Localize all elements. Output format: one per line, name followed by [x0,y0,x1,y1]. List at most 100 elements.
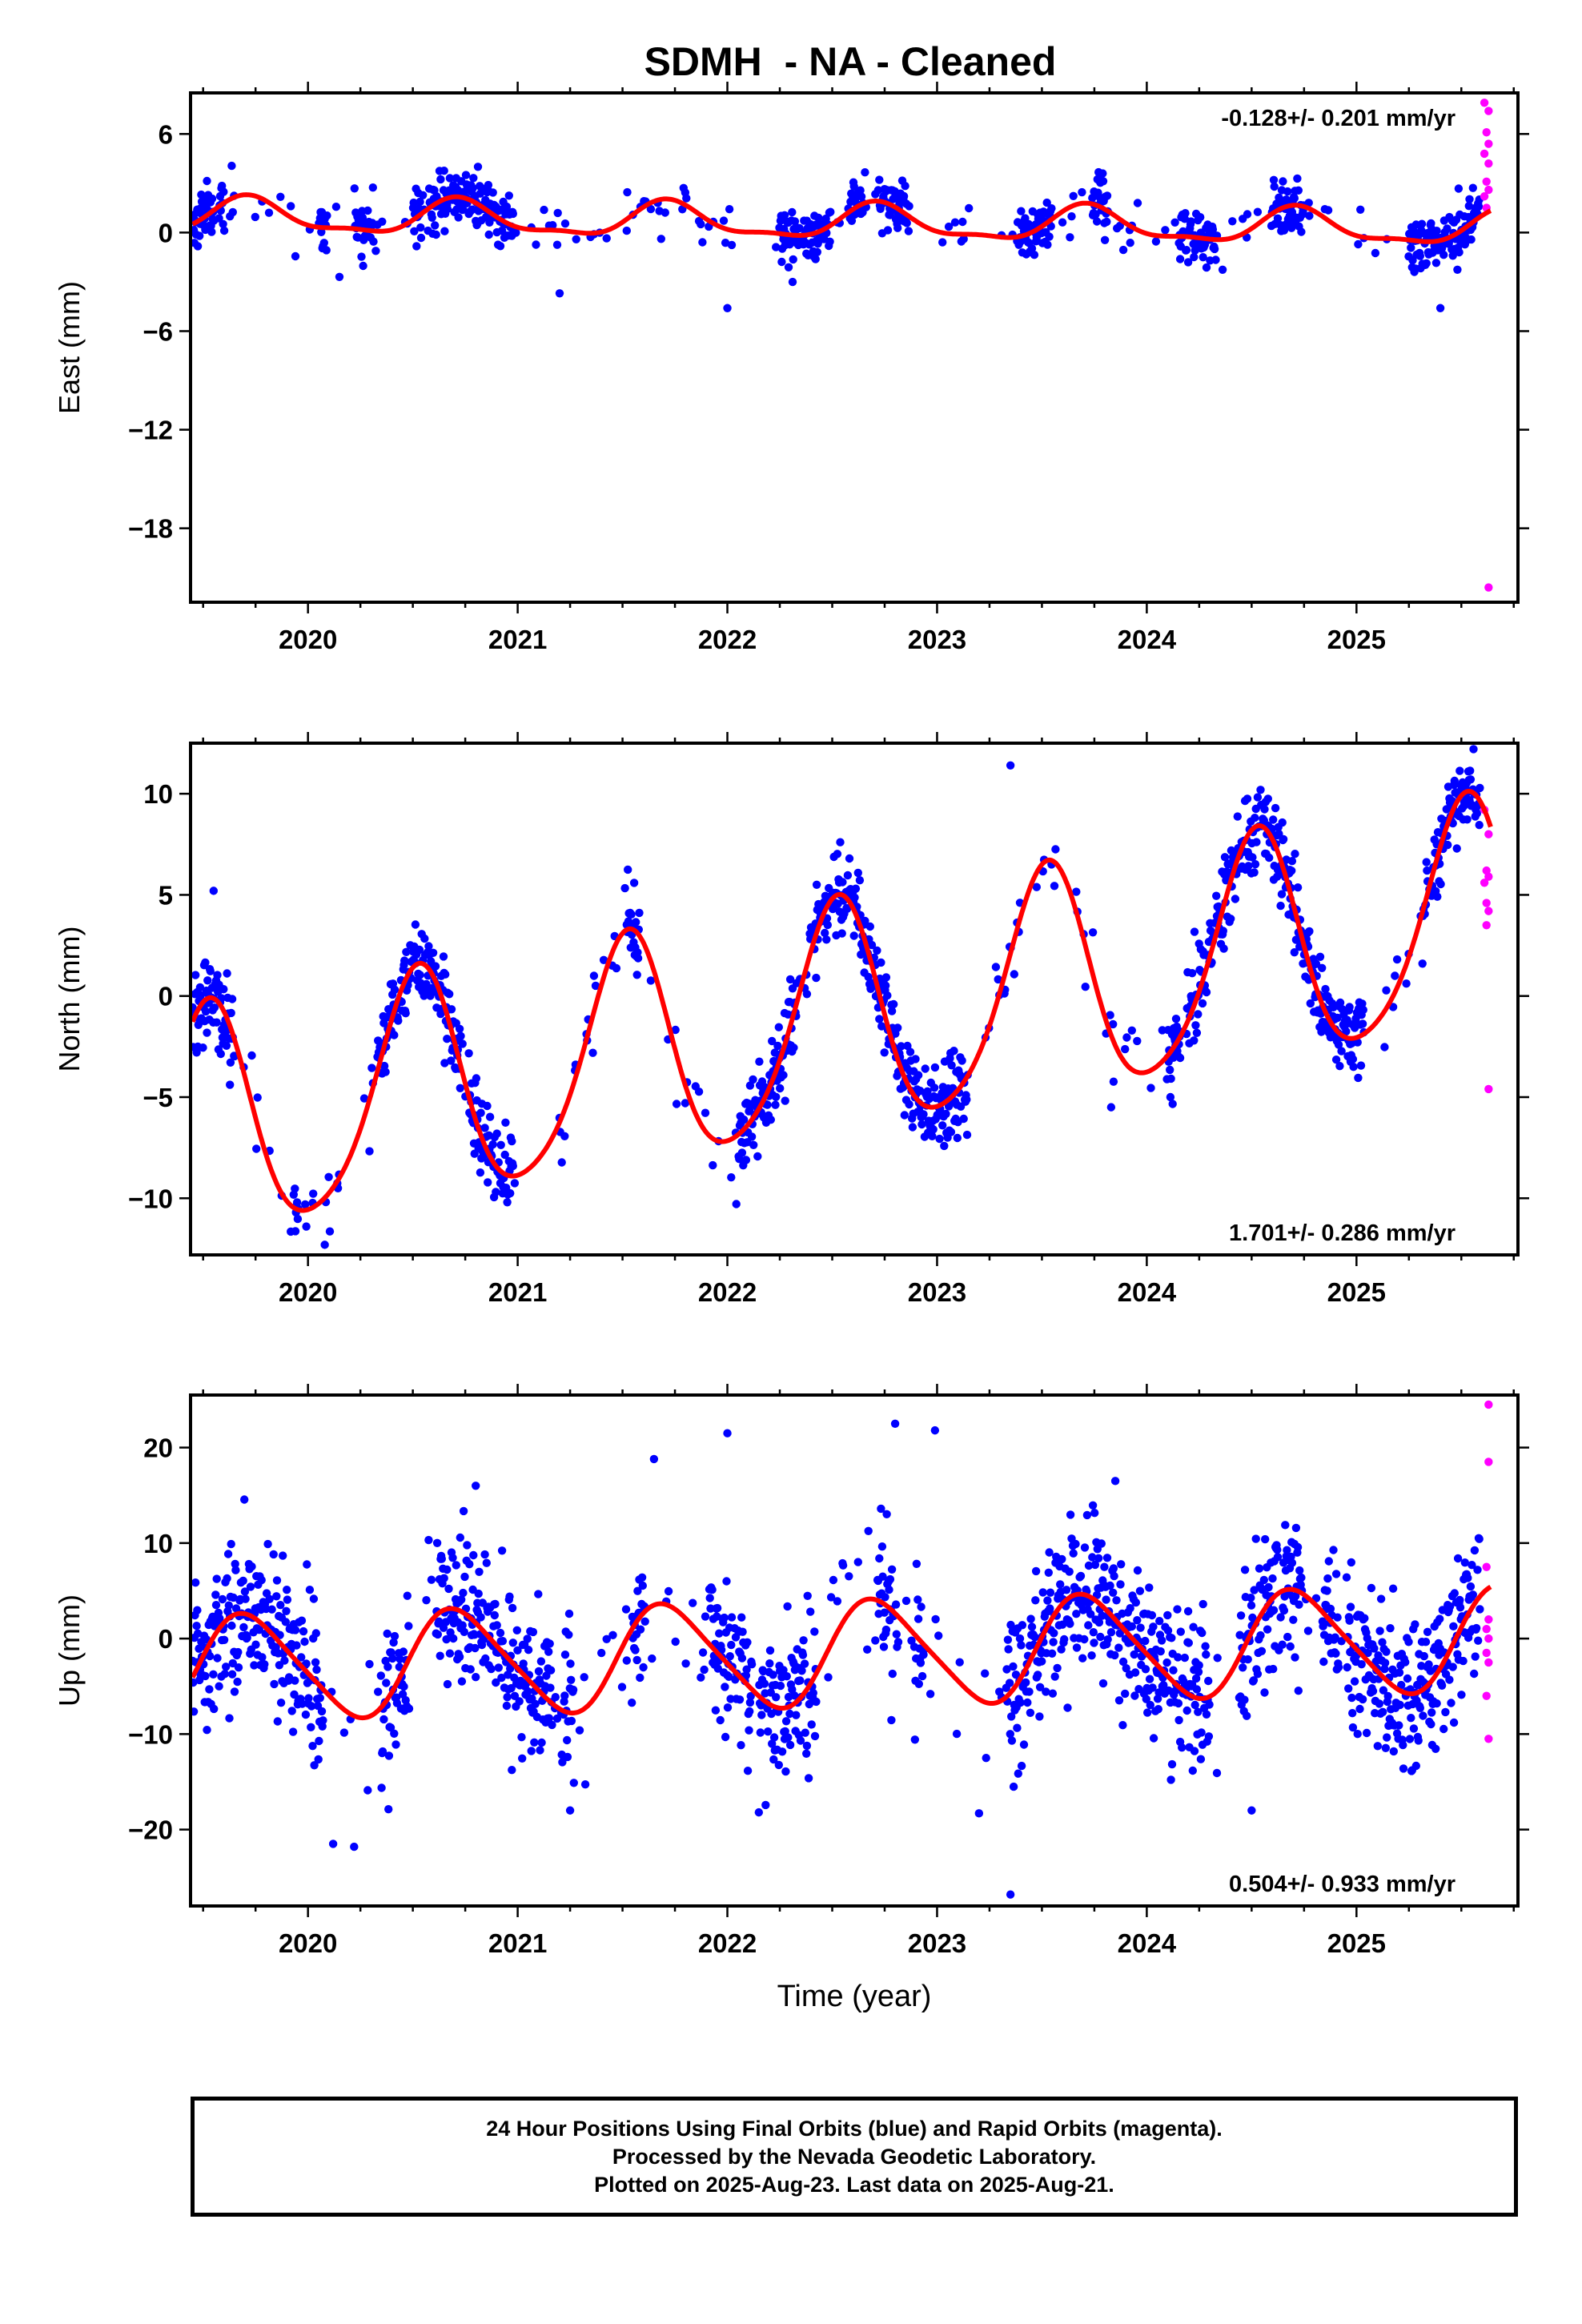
final-orbit-point [632,918,640,927]
final-orbit-point [1192,1028,1202,1038]
final-orbit-point [672,1100,681,1108]
final-orbit-point [1094,1554,1103,1563]
final-orbit-point [908,1123,917,1132]
final-orbit-point [484,1178,492,1187]
final-orbit-point [1334,1663,1343,1672]
final-orbit-point [314,1755,323,1764]
final-orbit-point [320,1240,329,1249]
final-orbit-point [1110,1477,1120,1486]
final-orbit-point [240,1495,249,1504]
final-orbit-point [1096,1632,1105,1642]
final-orbit-point [788,207,797,217]
final-orbit-point [1331,1570,1341,1578]
final-orbit-point [837,929,846,938]
final-orbit-point [1015,1634,1025,1643]
final-orbit-point [325,1227,335,1236]
final-orbit-point [382,1679,391,1687]
final-orbit-point [1263,794,1273,803]
final-orbit-point [201,1007,211,1016]
final-orbit-point [247,1051,256,1060]
final-orbit-point [193,1606,202,1614]
final-orbit-point [219,226,229,235]
final-orbit-point [776,1681,785,1691]
final-orbit-point [1009,1782,1018,1791]
final-orbit-point [1249,1676,1259,1685]
rapid-orbit-point [1482,1624,1491,1634]
final-orbit-point [1148,1683,1157,1692]
final-orbit-point [1331,1649,1340,1658]
final-orbit-point [252,1144,261,1153]
final-orbit-point [1368,1687,1378,1695]
final-orbit-point [1218,265,1227,274]
final-orbit-point [1135,1586,1145,1595]
final-orbit-point [1450,1589,1460,1598]
y-tick-label: 10 [143,1529,173,1558]
final-orbit-point [1243,794,1252,803]
final-orbit-point [527,1747,536,1755]
final-orbit-point [591,981,600,991]
final-orbit-point [395,1663,404,1671]
final-orbit-point [779,1666,788,1675]
final-orbit-point [857,950,865,959]
final-orbit-point [1042,1687,1050,1696]
final-orbit-point [738,1627,747,1636]
final-orbit-point [301,1200,310,1209]
final-orbit-point [1247,1601,1256,1610]
final-orbit-point [209,887,219,895]
final-orbit-point [1202,1650,1211,1659]
final-orbit-point [1306,999,1315,1008]
final-orbit-point [725,1672,733,1681]
final-orbit-point [513,1646,522,1655]
final-orbit-point [1176,1627,1186,1636]
final-orbit-point [1323,1586,1331,1595]
final-orbit-point [904,227,913,235]
final-orbit-point [1346,1602,1355,1611]
final-orbit-point [1044,1568,1054,1578]
final-orbit-point [1343,1663,1351,1672]
final-orbit-point [1243,1655,1252,1664]
final-orbit-point [1121,1689,1130,1699]
final-orbit-point [1031,1566,1041,1576]
final-orbit-point [1071,1539,1080,1549]
final-orbit-point [203,1726,211,1735]
final-orbit-point [1046,1604,1054,1613]
final-orbit-point [1356,1061,1366,1070]
final-orbit-point [861,916,869,926]
final-orbit-point [1289,1615,1298,1624]
final-orbit-point [272,1592,281,1601]
final-orbit-point [1146,1084,1155,1092]
final-orbit-point [1031,1596,1040,1605]
rapid-orbit-point [1480,99,1489,107]
final-orbit-point [454,213,463,222]
final-orbit-point [1278,1640,1287,1649]
final-orbit-point [1437,1681,1447,1690]
final-orbit-point [850,893,859,903]
final-orbit-point [1253,1670,1263,1679]
final-orbit-point [1335,1062,1344,1071]
final-orbit-point [829,1575,838,1585]
final-orbit-point [1252,838,1261,846]
final-orbit-point [201,1671,210,1681]
final-orbit-point [826,1593,836,1602]
final-orbit-point [458,1039,467,1048]
final-orbit-point [1187,969,1197,978]
final-orbit-point [1174,1653,1182,1662]
final-orbit-point [631,1646,640,1655]
final-orbit-point [893,1023,902,1032]
final-orbit-point [783,1602,792,1611]
final-orbit-point [1042,198,1051,207]
final-orbit-point [1166,1775,1175,1784]
final-orbit-point [981,1669,990,1678]
final-orbit-point [1057,1645,1066,1654]
final-orbit-point [1171,1015,1181,1023]
final-orbit-point [899,191,909,201]
final-orbit-point [524,1687,532,1696]
final-orbit-point [747,1660,757,1669]
final-orbit-point [322,246,331,255]
final-orbit-point [930,1063,940,1072]
final-orbit-point [1195,1661,1203,1670]
final-orbit-point [575,1726,584,1735]
final-orbit-point [424,1535,433,1545]
final-orbit-point [1192,1685,1202,1694]
final-orbit-point [1344,1684,1353,1693]
